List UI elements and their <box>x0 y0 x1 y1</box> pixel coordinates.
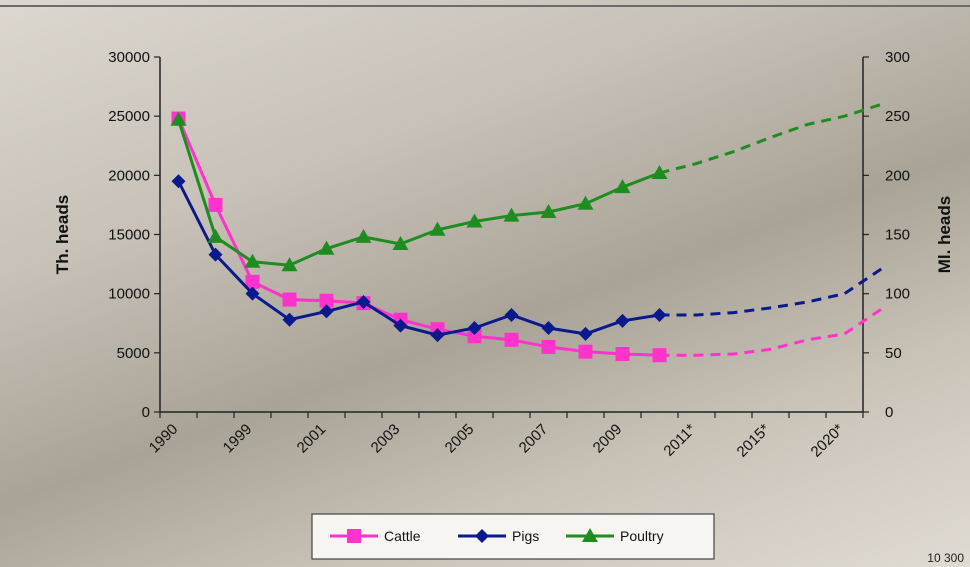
data-point-poultry <box>503 207 520 222</box>
y-left-tick-label: 5000 <box>117 345 150 362</box>
legend-box <box>311 513 715 560</box>
data-point-pigs <box>171 174 186 189</box>
x-tick-label: 2015* <box>734 421 774 461</box>
x-tick-label: 2005 <box>442 421 478 457</box>
data-point-cattle <box>467 329 482 344</box>
data-point-cattle <box>652 348 667 363</box>
y-right-tick-label: 150 <box>885 227 910 244</box>
data-point-pigs <box>430 328 445 343</box>
data-point-cattle <box>504 332 519 347</box>
data-point-pigs <box>467 320 482 335</box>
data-point-pigs <box>652 307 667 322</box>
legend-marker-poultry <box>582 528 598 542</box>
data-point-cattle <box>578 344 593 359</box>
y-left-tick-label: 20000 <box>108 167 150 184</box>
data-point-cattle <box>319 293 334 308</box>
data-point-poultry <box>429 221 446 236</box>
data-point-poultry <box>207 228 224 243</box>
data-point-pigs <box>578 326 593 341</box>
data-point-poultry <box>392 235 409 250</box>
x-tick-label: 1990 <box>146 421 182 457</box>
y-left-tick-label: 30000 <box>108 49 150 66</box>
series-line-pigs <box>177 180 660 337</box>
series-poultry <box>170 102 882 272</box>
y-right-tick-label: 0 <box>885 404 893 421</box>
data-point-pigs <box>356 294 371 309</box>
data-point-poultry <box>244 253 261 268</box>
series-pigs <box>171 174 883 343</box>
x-tick-label: 2009 <box>590 421 626 457</box>
legend-label-cattle: Cattle <box>384 528 421 544</box>
x-tick-label: 2020* <box>808 421 848 461</box>
data-point-cattle <box>208 197 223 212</box>
series-projection-poultry <box>659 102 882 175</box>
series-projection-cattle <box>659 307 883 357</box>
y-left-tick-label: 10000 <box>108 286 150 303</box>
data-point-pigs <box>208 247 223 262</box>
footer-number: 10 300 <box>927 551 964 565</box>
y-axis-right-title: Ml. heads <box>935 196 954 273</box>
data-point-poultry <box>651 164 668 179</box>
series-cattle <box>171 111 883 363</box>
data-point-poultry <box>466 213 483 228</box>
series-line-poultry <box>177 119 661 267</box>
data-point-poultry <box>170 111 187 126</box>
data-point-cattle <box>245 274 260 289</box>
data-point-pigs <box>504 307 519 322</box>
data-point-poultry <box>355 228 372 243</box>
legend-marker-cattle <box>347 529 361 543</box>
y-right-tick-label: 100 <box>885 286 910 303</box>
y-right-tick-label: 50 <box>885 345 902 362</box>
y-right-tick-label: 300 <box>885 49 910 66</box>
x-tick-label: 2007 <box>516 421 552 457</box>
data-point-cattle <box>541 339 556 354</box>
data-point-pigs <box>319 304 334 319</box>
data-point-cattle <box>615 347 630 362</box>
data-point-cattle <box>282 292 297 307</box>
y-left-tick-label: 25000 <box>108 108 150 125</box>
x-tick-label: 2003 <box>368 421 404 457</box>
data-point-pigs <box>393 318 408 333</box>
legend-label-pigs: Pigs <box>512 528 539 544</box>
x-tick-label: 2001 <box>294 421 330 457</box>
legend-marker-pigs <box>475 529 489 543</box>
data-point-poultry <box>614 179 631 194</box>
legend-label-poultry: Poultry <box>620 528 664 544</box>
data-point-poultry <box>577 195 594 210</box>
series-projection-pigs <box>659 267 883 317</box>
x-tick-label: 2011* <box>660 421 699 460</box>
data-point-poultry <box>281 257 298 272</box>
data-point-pigs <box>615 313 630 328</box>
data-point-pigs <box>245 286 260 301</box>
y-right-tick-label: 200 <box>885 167 910 184</box>
data-point-poultry <box>540 204 557 219</box>
x-tick-label: 1999 <box>220 421 256 457</box>
data-point-poultry <box>318 240 335 255</box>
data-point-pigs <box>541 320 556 335</box>
data-point-pigs <box>282 312 297 327</box>
y-left-tick-label: 0 <box>142 404 150 421</box>
y-right-tick-label: 250 <box>885 108 910 125</box>
y-left-tick-label: 15000 <box>108 227 150 244</box>
y-axis-left-title: Th. heads <box>53 195 72 274</box>
